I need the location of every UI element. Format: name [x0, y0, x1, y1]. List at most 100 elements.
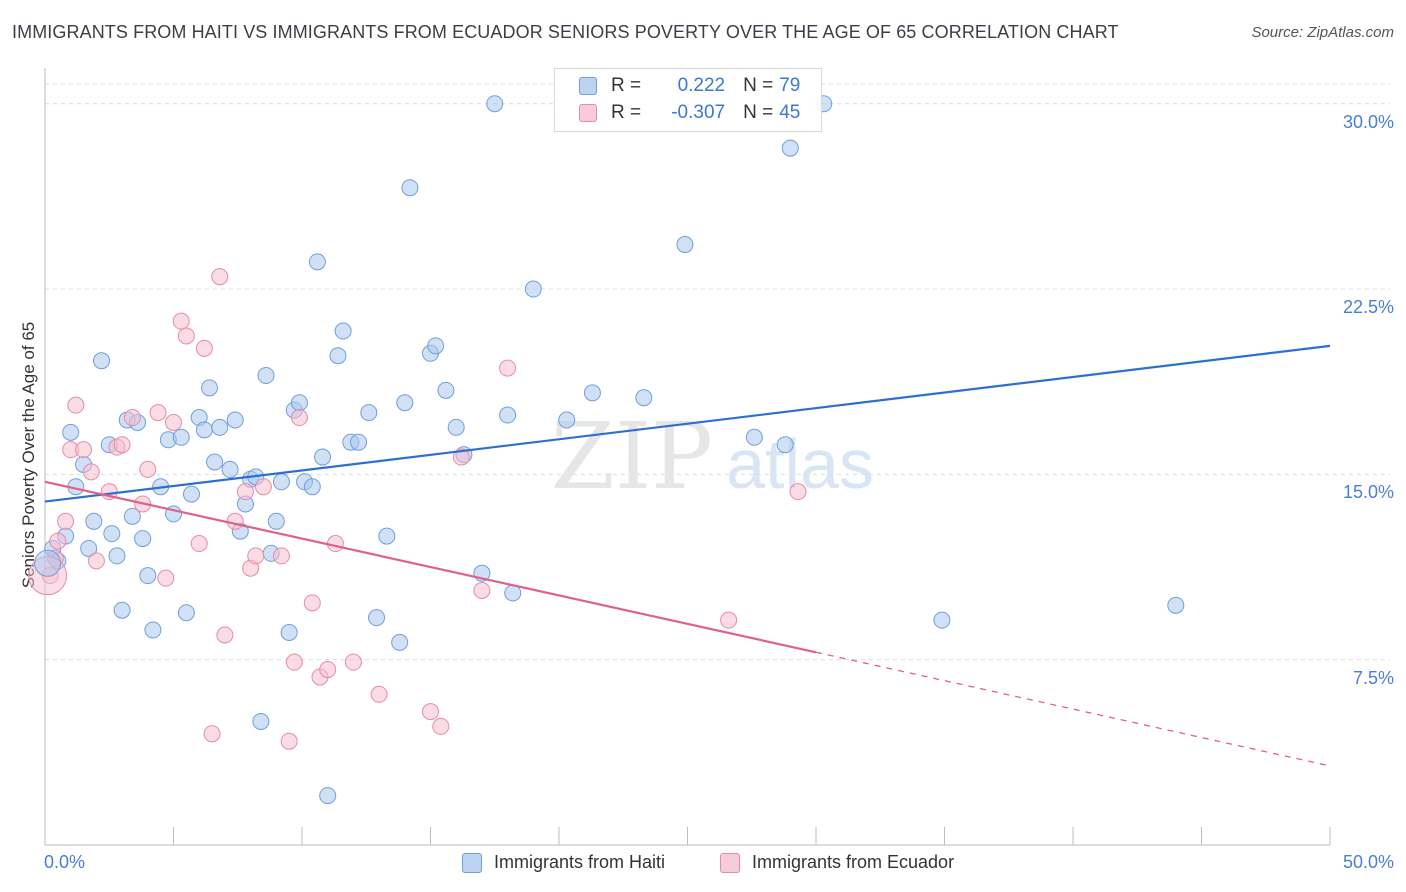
haiti-point: [583, 384, 601, 402]
haiti-point: [195, 421, 213, 439]
ecuador-point: [290, 409, 308, 427]
y-tick-label: 7.5%: [1352, 667, 1394, 688]
haiti-point: [499, 406, 517, 424]
stats-legend: R = 0.222 N = 79 R = -0.307 N = 45: [554, 68, 822, 132]
haiti-point: [290, 394, 308, 412]
haiti-point: [113, 601, 131, 619]
haiti-point: [676, 236, 694, 254]
haiti-point: [211, 418, 229, 436]
haiti-point: [182, 485, 200, 503]
ecuador-swatch: [579, 104, 597, 122]
ecuador-point: [247, 547, 265, 565]
haiti-point: [93, 352, 111, 370]
haiti-point: [252, 712, 270, 730]
ecuador-point: [113, 436, 131, 454]
haiti-point: [933, 611, 951, 629]
haiti-point: [123, 507, 141, 525]
ecuador-point: [326, 535, 344, 553]
haiti-legend-label: Immigrants from Haiti: [494, 852, 666, 872]
haiti-point: [177, 604, 195, 622]
ecuador-point: [139, 460, 157, 478]
haiti-point: [200, 379, 218, 397]
ecuador-point: [211, 268, 229, 286]
haiti-point: [360, 404, 378, 422]
ecuador-point: [303, 594, 321, 612]
ecuador-point: [319, 661, 337, 679]
legend-item-haiti[interactable]: Immigrants from Haiti: [462, 852, 665, 873]
ecuador-point: [344, 653, 362, 671]
x-tick-min: 0.0%: [44, 852, 86, 872]
ecuador-point: [272, 547, 290, 565]
r-label: R =: [611, 75, 642, 96]
ecuador-point: [165, 413, 182, 431]
ecuador-point: [67, 396, 85, 414]
haiti-point: [427, 337, 445, 355]
ecuador-legend-swatch: [720, 852, 740, 873]
haiti-point: [368, 609, 386, 627]
haiti-point: [172, 428, 190, 446]
haiti-point: [308, 253, 326, 271]
r-value-haiti: 0.222: [677, 75, 726, 96]
y-tick-label: 22.5%: [1342, 297, 1394, 318]
r-value-ecuador: -0.307: [671, 102, 726, 123]
haiti-point: [103, 525, 121, 543]
haiti-point: [1167, 596, 1185, 614]
ecuador-point: [157, 569, 175, 587]
haiti-point: [314, 448, 332, 466]
haiti-point: [226, 411, 244, 429]
haiti-swatch: [579, 77, 597, 95]
ecuador-point: [75, 441, 93, 459]
ecuador-point: [57, 512, 75, 530]
ecuador-point: [49, 532, 67, 550]
haiti-point: [85, 512, 103, 530]
haiti-point: [134, 530, 152, 548]
haiti-point: [139, 567, 157, 585]
ecuador-point: [216, 626, 234, 644]
haiti-point: [391, 633, 409, 651]
ecuador-point: [190, 535, 208, 553]
n-label: N =: [743, 75, 774, 96]
ecuador-point: [82, 463, 100, 481]
haiti-point: [267, 512, 285, 530]
haiti-point: [108, 547, 126, 565]
ecuador-point: [203, 725, 221, 743]
haiti-point: [221, 460, 239, 478]
ecuador-point: [499, 359, 517, 377]
legend-item-ecuador[interactable]: Immigrants from Ecuador: [720, 852, 954, 873]
ecuador-point: [149, 404, 167, 422]
ecuador-point: [254, 478, 272, 496]
ecuador-point: [195, 339, 213, 357]
ecuador-point: [87, 552, 105, 570]
haiti-point: [378, 527, 396, 545]
n-label: N =: [743, 102, 774, 123]
haiti-point: [303, 478, 321, 496]
ecuador-point: [226, 512, 244, 530]
legend-row-haiti: R = 0.222 N = 79: [579, 73, 800, 99]
haiti-point: [437, 381, 455, 399]
haiti-point: [206, 453, 224, 471]
source-label: Source: ZipAtlas.com: [1251, 24, 1394, 41]
ecuador-point: [473, 581, 491, 599]
ecuador-point: [123, 409, 141, 427]
haiti-point: [745, 428, 763, 446]
ecuador-point: [422, 703, 439, 721]
haiti-point: [558, 411, 576, 429]
ecuador-point: [432, 717, 450, 735]
ecuador-point: [177, 327, 195, 345]
r-label: R =: [611, 102, 642, 123]
n-value-ecuador: 45: [779, 102, 801, 123]
haiti-point: [524, 280, 542, 298]
haiti-point: [329, 347, 347, 365]
n-value-haiti: 79: [779, 75, 801, 96]
haiti-point: [401, 179, 419, 197]
haiti-point: [272, 473, 290, 491]
ecuador-point: [280, 732, 298, 750]
ecuador-point: [452, 448, 470, 466]
haiti-point: [257, 367, 275, 385]
haiti-point: [776, 436, 794, 454]
ecuador-point: [370, 685, 388, 703]
haiti-point: [396, 394, 414, 412]
legend-row-ecuador: R = -0.307 N = 45: [579, 100, 800, 126]
haiti-point: [447, 418, 465, 436]
watermark: ZIP atlas: [551, 403, 874, 510]
